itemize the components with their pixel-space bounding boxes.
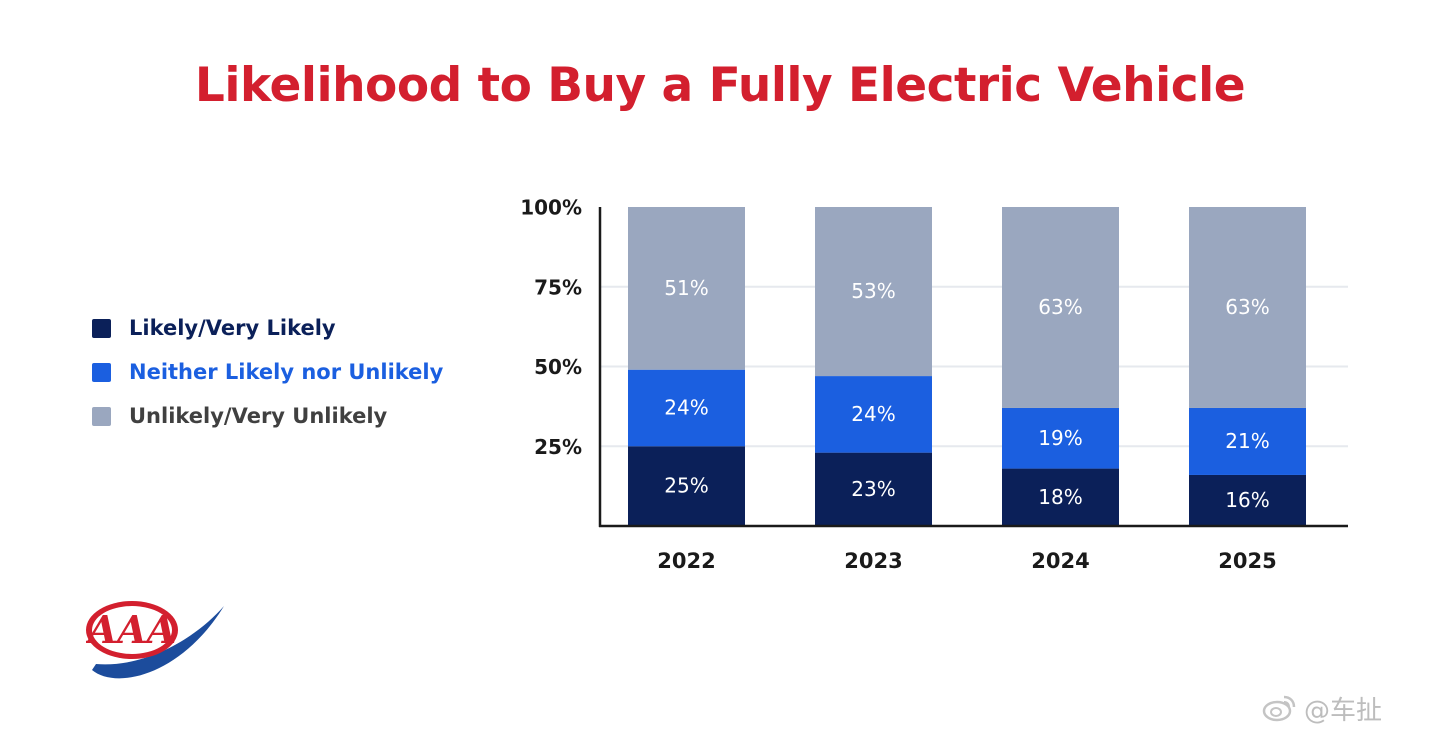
data-label-2023-series-1: 24% — [851, 402, 895, 426]
y-tick-label-100: 100% — [520, 196, 582, 220]
y-tick-label-75: 75% — [534, 275, 582, 299]
x-tick-label-2022: 2022 — [657, 549, 715, 573]
legend-label-unlikely: Unlikely/Very Unlikely — [129, 404, 388, 428]
weibo-icon — [1262, 695, 1296, 722]
bar-2023-series-0 — [815, 452, 932, 526]
bar-2025-series-0 — [1189, 474, 1306, 526]
bar-2023-series-2 — [815, 207, 932, 377]
legend-swatch-unlikely — [92, 406, 111, 426]
data-label-2022-series-2: 51% — [664, 276, 708, 300]
watermark: @车扯 — [1262, 688, 1432, 728]
legend-swatch-neither — [92, 362, 111, 382]
aaa-logo: AAA — [86, 601, 224, 679]
bar-2022-series-2 — [628, 207, 745, 370]
x-tick-label-2024: 2024 — [1031, 549, 1089, 573]
x-tick-label-2025: 2025 — [1218, 549, 1276, 573]
data-label-2024-series-1: 19% — [1038, 426, 1082, 450]
bar-2024-series-0 — [1002, 468, 1119, 526]
bar-2022-series-0 — [628, 446, 745, 526]
legend-label-neither: Neither Likely nor Unlikely — [129, 360, 444, 384]
bar-2025-series-2 — [1189, 207, 1306, 408]
data-label-2022-series-0: 25% — [664, 474, 708, 498]
data-label-2025-series-0: 16% — [1225, 488, 1269, 512]
y-tick-label-50: 50% — [534, 355, 582, 379]
data-label-2022-series-1: 24% — [664, 395, 708, 419]
logo-text: AAA — [86, 607, 176, 652]
data-label-2024-series-0: 18% — [1038, 485, 1082, 509]
data-label-2023-series-2: 53% — [851, 279, 895, 303]
y-tick-label-25: 25% — [534, 435, 582, 459]
chart-title: Likelihood to Buy a Fully Electric Vehic… — [194, 58, 1246, 113]
legend-item-likely: Likely/Very Likely — [92, 306, 443, 350]
bar-2022-series-1 — [628, 369, 745, 447]
legend: Likely/Very Likely Neither Likely nor Un… — [92, 306, 443, 438]
bar-2025-series-1 — [1189, 407, 1306, 475]
data-label-2024-series-2: 63% — [1038, 295, 1082, 319]
bar-2023-series-1 — [815, 376, 932, 453]
data-label-2025-series-2: 63% — [1225, 295, 1269, 319]
legend-label-likely: Likely/Very Likely — [129, 316, 336, 340]
data-label-2025-series-1: 21% — [1225, 429, 1269, 453]
bar-2024-series-2 — [1002, 207, 1119, 408]
watermark-text: @车扯 — [1304, 695, 1383, 726]
legend-item-unlikely: Unlikely/Very Unlikely — [92, 394, 443, 438]
x-tick-label-2023: 2023 — [844, 549, 902, 573]
legend-swatch-likely — [92, 318, 111, 338]
legend-item-neither: Neither Likely nor Unlikely — [92, 350, 443, 394]
data-label-2023-series-0: 23% — [851, 477, 895, 501]
bar-2024-series-1 — [1002, 407, 1119, 469]
